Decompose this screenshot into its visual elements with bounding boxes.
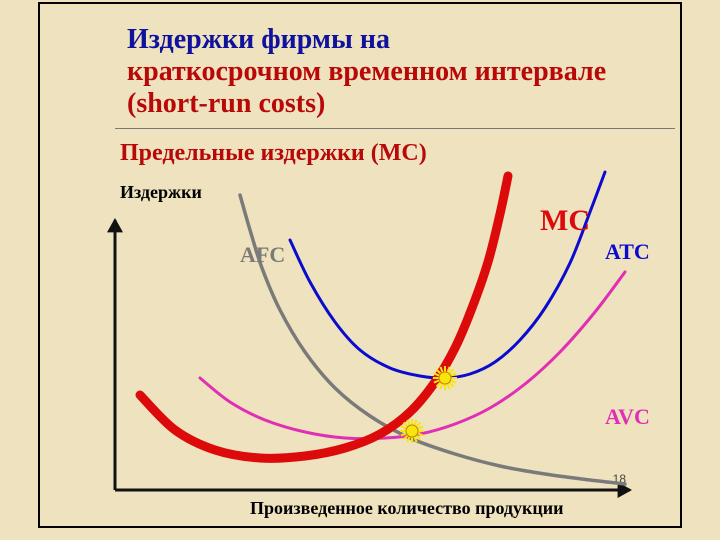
mc-label: MC bbox=[540, 204, 590, 238]
slide-inner-frame: Издержки фирмы на краткосрочном временно… bbox=[38, 2, 682, 528]
atc-label: ATC bbox=[605, 239, 650, 265]
slide: Издержки фирмы на краткосрочном временно… bbox=[0, 0, 720, 540]
avc-label: AVC bbox=[605, 404, 650, 430]
afc-label: AFC bbox=[240, 242, 285, 268]
chart-canvas bbox=[0, 0, 720, 540]
